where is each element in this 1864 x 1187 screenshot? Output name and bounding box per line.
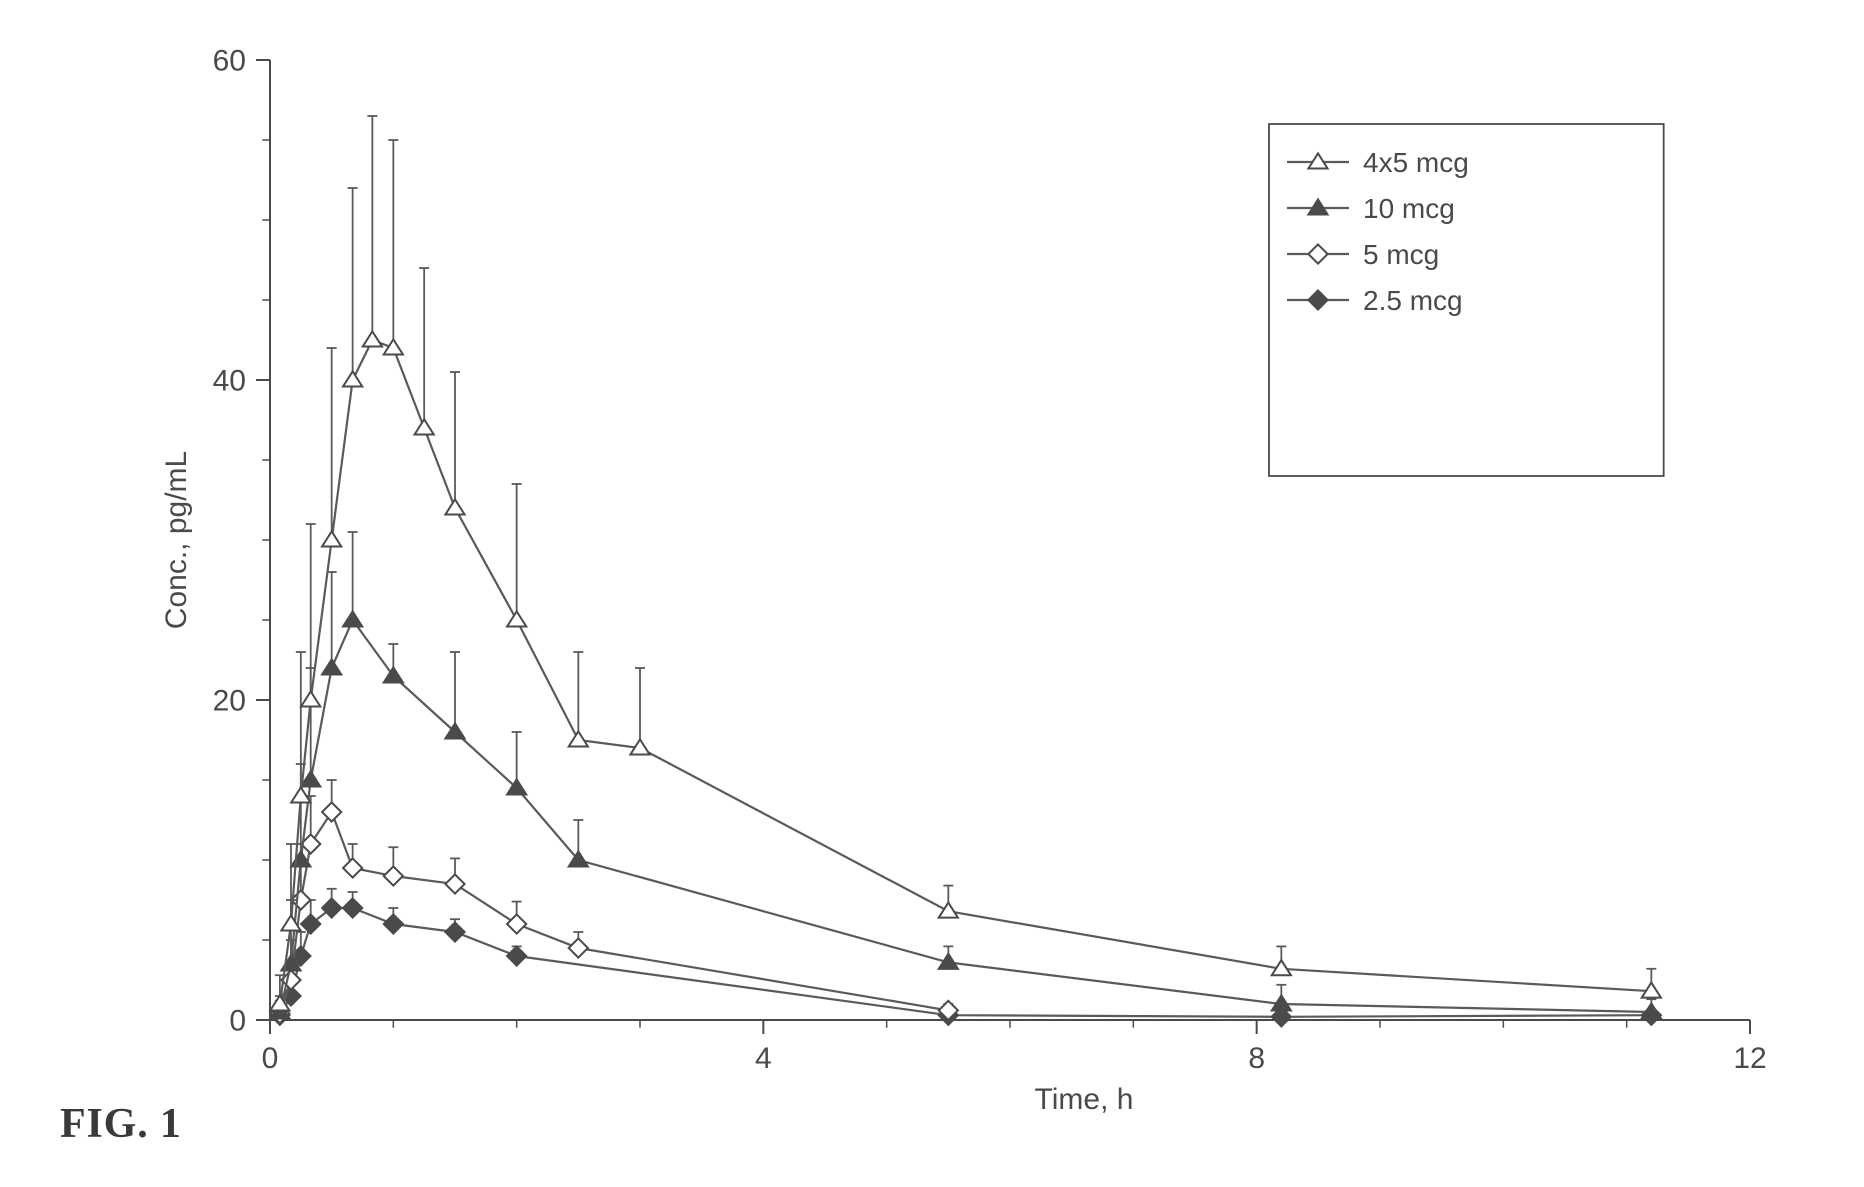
- svg-text:20: 20: [213, 685, 246, 718]
- svg-text:0: 0: [262, 1042, 279, 1075]
- svg-text:0: 0: [229, 1005, 246, 1038]
- svg-text:Conc., pg/mL: Conc., pg/mL: [160, 451, 193, 629]
- series-s4: [270, 889, 1661, 1027]
- legend: 4x5 mcg 10 mcg 5 mcg 2.5 mcg: [1269, 124, 1664, 476]
- svg-text:40: 40: [213, 365, 246, 398]
- series-s2: [270, 532, 1661, 1018]
- svg-text:12: 12: [1733, 1042, 1766, 1075]
- svg-text:5 mcg: 5 mcg: [1363, 239, 1439, 270]
- series-s3: [270, 780, 958, 1023]
- svg-text:60: 60: [213, 45, 246, 78]
- svg-text:8: 8: [1248, 1042, 1265, 1075]
- pk-chart: 0 4 8 12 0 20 40 60 Time, h Conc., pg/mL 4x5 mcg 10…: [0, 0, 1864, 1187]
- figure-label: FIG. 1: [60, 1100, 182, 1148]
- svg-text:10 mcg: 10 mcg: [1363, 193, 1455, 224]
- page: 0 4 8 12 0 20 40 60 Time, h Conc., pg/mL 4x5 mcg 10…: [0, 0, 1864, 1187]
- svg-text:2.5 mcg: 2.5 mcg: [1363, 285, 1463, 316]
- svg-text:4: 4: [755, 1042, 772, 1075]
- svg-text:Time, h: Time, h: [1035, 1083, 1134, 1116]
- svg-text:4x5 mcg: 4x5 mcg: [1363, 147, 1469, 178]
